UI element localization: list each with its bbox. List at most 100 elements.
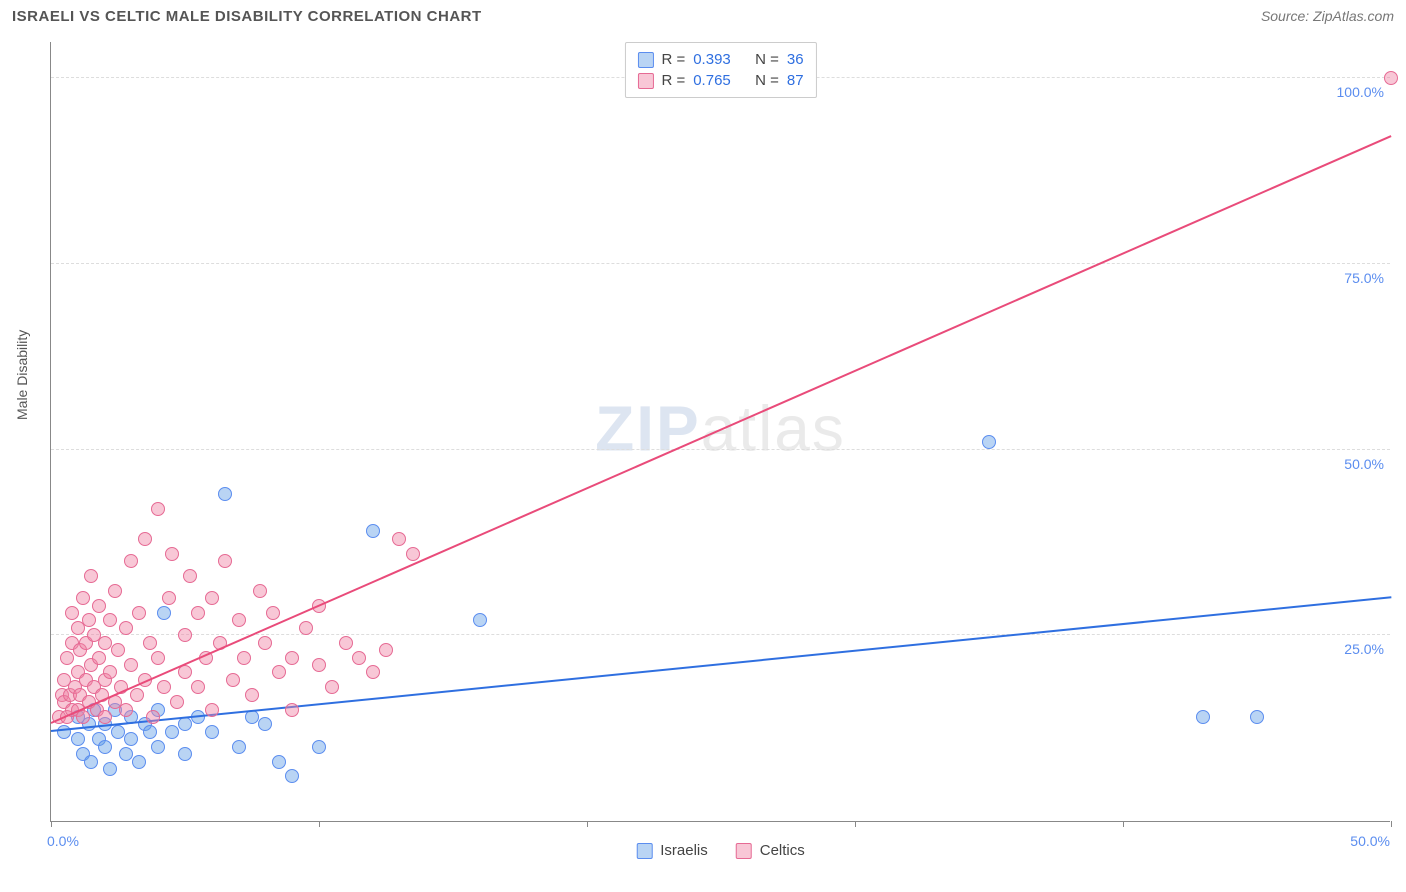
data-point-celtics — [157, 680, 171, 694]
data-point-israelis — [258, 717, 272, 731]
legend-item-celtics: Celtics — [736, 842, 805, 859]
data-point-celtics — [285, 651, 299, 665]
x-tick — [1391, 821, 1392, 827]
data-point-israelis — [218, 487, 232, 501]
n-value-israelis: 36 — [787, 51, 804, 68]
data-point-celtics — [352, 651, 366, 665]
data-point-celtics — [205, 591, 219, 605]
data-point-israelis — [143, 725, 157, 739]
swatch-pink-icon — [736, 843, 752, 859]
data-point-celtics — [151, 502, 165, 516]
r-value-israelis: 0.393 — [693, 51, 731, 68]
data-point-celtics — [108, 584, 122, 598]
data-point-israelis — [132, 755, 146, 769]
data-point-celtics — [191, 680, 205, 694]
data-point-celtics — [366, 665, 380, 679]
legend-row-israelis: R = 0.393 N = 36 — [637, 49, 803, 70]
data-point-celtics — [245, 688, 259, 702]
data-point-celtics — [151, 651, 165, 665]
data-point-celtics — [98, 636, 112, 650]
gridline — [51, 449, 1390, 450]
data-point-celtics — [379, 643, 393, 657]
data-point-celtics — [237, 651, 251, 665]
data-point-israelis — [1196, 710, 1210, 724]
data-point-celtics — [98, 710, 112, 724]
data-point-celtics — [119, 621, 133, 635]
data-point-israelis — [366, 524, 380, 538]
data-point-celtics — [178, 628, 192, 642]
data-point-israelis — [157, 606, 171, 620]
data-point-celtics — [170, 695, 184, 709]
data-point-celtics — [84, 569, 98, 583]
data-point-israelis — [103, 762, 117, 776]
scatter-chart: ZIPatlas R = 0.393 N = 36 R = 0.765 N = … — [50, 42, 1390, 822]
trend-line-celtics — [51, 136, 1392, 725]
data-point-israelis — [165, 725, 179, 739]
y-tick-label: 50.0% — [1344, 456, 1384, 472]
data-point-israelis — [272, 755, 286, 769]
data-point-celtics — [143, 636, 157, 650]
data-point-israelis — [473, 613, 487, 627]
data-point-israelis — [285, 769, 299, 783]
source-attribution: Source: ZipAtlas.com — [1261, 8, 1394, 24]
data-point-israelis — [71, 732, 85, 746]
chart-title: ISRAELI VS CELTIC MALE DISABILITY CORREL… — [12, 8, 482, 25]
y-tick-label: 100.0% — [1337, 84, 1384, 100]
data-point-israelis — [151, 740, 165, 754]
data-point-celtics — [138, 532, 152, 546]
swatch-blue-icon — [637, 52, 653, 68]
data-point-celtics — [285, 703, 299, 717]
legend-item-israelis: Israelis — [636, 842, 708, 859]
x-tick — [587, 821, 588, 827]
r-value-celtics: 0.765 — [693, 72, 731, 89]
data-point-israelis — [124, 732, 138, 746]
data-point-israelis — [312, 740, 326, 754]
data-point-celtics — [65, 606, 79, 620]
y-tick-label: 25.0% — [1344, 641, 1384, 657]
data-point-israelis — [178, 747, 192, 761]
data-point-celtics — [392, 532, 406, 546]
trend-line-israelis — [51, 596, 1391, 732]
data-point-celtics — [124, 554, 138, 568]
data-point-celtics — [92, 651, 106, 665]
data-point-israelis — [232, 740, 246, 754]
data-point-celtics — [92, 599, 106, 613]
x-tick — [51, 821, 52, 827]
data-point-celtics — [119, 703, 133, 717]
data-point-celtics — [339, 636, 353, 650]
data-point-celtics — [130, 688, 144, 702]
swatch-pink-icon — [637, 73, 653, 89]
data-point-celtics — [312, 658, 326, 672]
x-tick-label: 50.0% — [1350, 833, 1390, 849]
data-point-celtics — [183, 569, 197, 583]
data-point-celtics — [76, 591, 90, 605]
data-point-celtics — [191, 606, 205, 620]
swatch-blue-icon — [636, 843, 652, 859]
data-point-celtics — [299, 621, 313, 635]
data-point-israelis — [178, 717, 192, 731]
data-point-celtics — [82, 613, 96, 627]
data-point-israelis — [84, 755, 98, 769]
data-point-celtics — [1384, 71, 1398, 85]
x-tick — [855, 821, 856, 827]
n-value-celtics: 87 — [787, 72, 804, 89]
data-point-celtics — [272, 665, 286, 679]
data-point-israelis — [111, 725, 125, 739]
series-legend: Israelis Celtics — [636, 842, 805, 859]
data-point-celtics — [226, 673, 240, 687]
data-point-celtics — [205, 703, 219, 717]
data-point-celtics — [266, 606, 280, 620]
data-point-celtics — [103, 665, 117, 679]
data-point-israelis — [119, 747, 133, 761]
data-point-celtics — [325, 680, 339, 694]
data-point-celtics — [232, 613, 246, 627]
data-point-celtics — [165, 547, 179, 561]
data-point-celtics — [103, 613, 117, 627]
gridline — [51, 263, 1390, 264]
x-tick — [319, 821, 320, 827]
x-tick — [1123, 821, 1124, 827]
data-point-israelis — [57, 725, 71, 739]
correlation-legend: R = 0.393 N = 36 R = 0.765 N = 87 — [624, 42, 816, 98]
data-point-celtics — [258, 636, 272, 650]
data-point-celtics — [111, 643, 125, 657]
